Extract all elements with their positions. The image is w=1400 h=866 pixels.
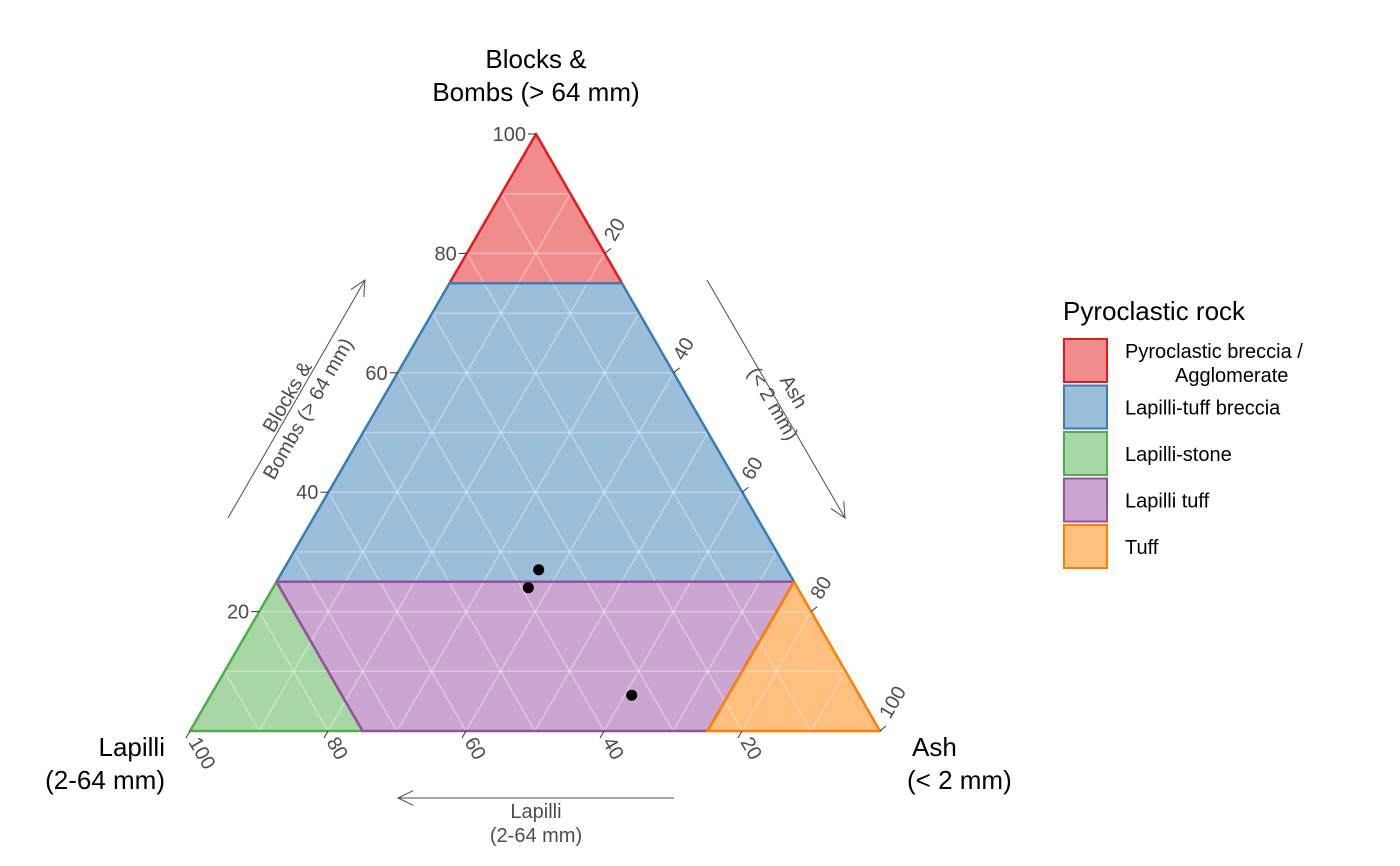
legend-label-3: Lapilli-stone [1125, 444, 1232, 466]
ash-axis-arrow [706, 279, 846, 519]
blocks-tick-label: 20 [227, 602, 249, 624]
legend-swatch-3 [1063, 431, 1108, 476]
vertex-title-ash: Ash [912, 732, 957, 762]
blocks-axis-label: Blocks &Bombs (> 64 mm) [238, 322, 358, 483]
legend-label-5: Tuff [1125, 537, 1159, 559]
grid-line [258, 611, 329, 731]
lapilli-tick-mark [461, 730, 467, 739]
grid-line [810, 670, 847, 731]
lapilli-tick-mark [599, 730, 605, 739]
lapilli-tick-mark [185, 730, 191, 739]
lapilli-tick-mark [323, 730, 329, 739]
blocks-tick-label: 100 [493, 124, 526, 146]
ash-tick-mark [810, 606, 818, 612]
data-point-layer [522, 564, 638, 701]
blocks-tick-label: 40 [296, 482, 318, 504]
lapilli-tick-label: 80 [322, 734, 352, 764]
legend-swatch-4 [1063, 477, 1108, 523]
data-point [626, 689, 638, 701]
data-point [522, 582, 534, 594]
region-outline-layer [188, 132, 882, 733]
grid-line [327, 491, 467, 731]
legend-swatch-1 [1063, 338, 1108, 383]
lapilli-tick-mark [737, 730, 743, 739]
blocks-tick-label: 80 [435, 243, 457, 265]
legend-label-4: Lapilli tuff [1125, 491, 1210, 513]
ash-tick-label: 80 [806, 573, 836, 603]
ash-tick-label: 40 [669, 334, 699, 364]
grid-line [431, 312, 674, 731]
grid-layer [223, 192, 847, 731]
region-5 [707, 581, 880, 731]
ash-tick-mark [673, 367, 680, 374]
legend: Pyroclastic rock Pyroclastic breccia /Agg… [1063, 296, 1303, 569]
vertex-title-blocks: Blocks & Bombs (> 64 mm) [432, 44, 639, 107]
grid-line [396, 312, 640, 731]
ash-axis-label: Ash(< 2 mm) [743, 352, 823, 445]
region-4 [276, 581, 794, 731]
legend-title: Pyroclastic rock [1063, 296, 1246, 326]
legend-label-2: Lapilli-tuff breccia [1125, 398, 1281, 420]
vertex-title-lapilli: Lapilli (2-64 mm) [45, 732, 165, 795]
lapilli-tick-label: 40 [598, 734, 628, 764]
lapilli-axis-label: Lapilli (2-64 mm) [490, 801, 582, 847]
ash-tick-mark [742, 486, 749, 493]
region-layer [190, 134, 880, 731]
region-1 [449, 134, 622, 284]
ash-tick-label: 100 [875, 683, 911, 723]
lapilli-tick-label: 100 [184, 734, 220, 774]
legend-swatch-2 [1063, 384, 1108, 430]
grid-line [223, 670, 260, 731]
lapilli-axis-arrow-head [396, 790, 414, 806]
grid-line [396, 372, 605, 731]
region-outline-5 [706, 580, 882, 733]
ash-axis-arrow-head [830, 501, 846, 519]
ash-tick-mark [879, 725, 887, 732]
ash-tick-mark [604, 248, 612, 254]
grid-line [327, 253, 606, 731]
grid-line [603, 491, 744, 731]
blocks-tick-label: 60 [365, 363, 387, 385]
legend-swatch-5 [1063, 524, 1108, 569]
blocks-axis-arrow [227, 279, 366, 519]
region-3 [190, 581, 363, 731]
grid-line [465, 372, 675, 731]
ash-tick-label: 20 [600, 215, 630, 245]
blocks-axis-arrow-head [350, 279, 366, 297]
grid-line [466, 253, 743, 731]
legend-label-1-line2: Agglomerate [1175, 365, 1288, 387]
lapilli-tick-label: 20 [736, 734, 766, 764]
data-point [533, 564, 545, 576]
vertex-title-layer: Blocks & Bombs (> 64 mm) Lapilli (2-64 mm) A… [45, 44, 1012, 795]
lapilli-tick-label: 60 [460, 734, 490, 764]
ash-tick-label: 60 [738, 453, 768, 483]
legend-label-1: Pyroclastic breccia / [1125, 341, 1303, 363]
grid-line [741, 611, 812, 731]
vertex-title-ash-line2: (< 2 mm) [907, 765, 1012, 795]
